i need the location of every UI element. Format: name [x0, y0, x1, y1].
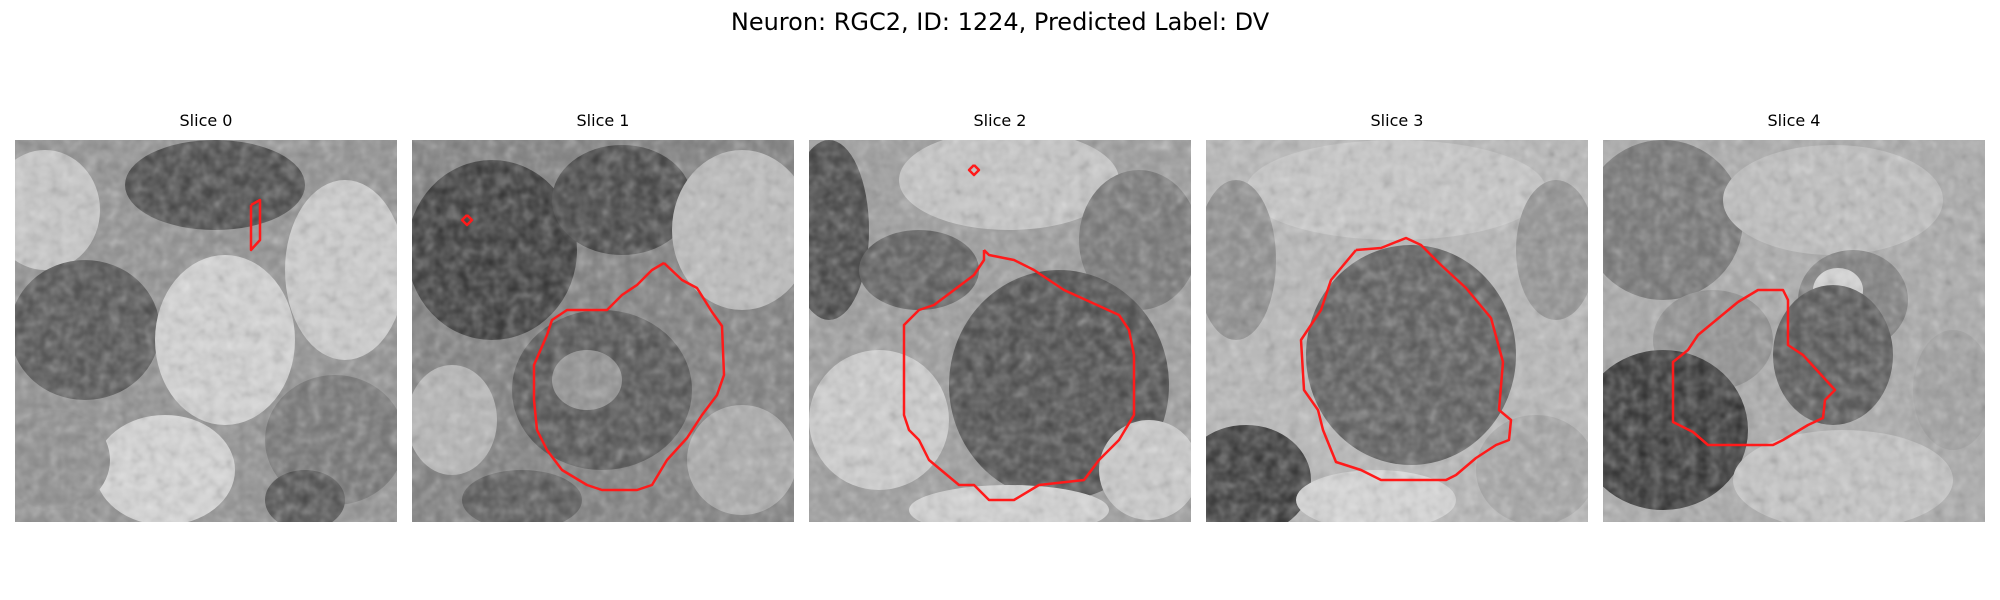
cell-contour	[1299, 236, 1513, 482]
slice-image-svg	[809, 140, 1191, 522]
cell-contour	[249, 198, 262, 252]
slice-title: Slice 1	[576, 111, 630, 130]
slice-image-svg	[412, 140, 794, 522]
cell-contour	[902, 249, 1136, 502]
slice-title: Slice 4	[1767, 111, 1821, 130]
microscopy-slice-image	[412, 140, 794, 522]
slice-image-svg	[1603, 140, 1985, 522]
slice-panel-3: Slice 3	[1206, 110, 1588, 522]
slice-panel-4: Slice 4	[1603, 110, 1985, 522]
cell-contour	[967, 164, 981, 177]
microscopy-slice-image	[1603, 140, 1985, 522]
cell-contour	[1671, 288, 1837, 447]
cell-contour	[460, 214, 474, 227]
cell-contour	[532, 261, 726, 492]
slice-title: Slice 3	[1370, 111, 1424, 130]
slice-title: Slice 0	[179, 111, 233, 130]
slice-image-svg	[15, 140, 397, 522]
figure-title: Neuron: RGC2, ID: 1224, Predicted Label:…	[730, 8, 1270, 36]
microscopy-slice-image	[809, 140, 1191, 522]
microscopy-slice-image	[15, 140, 397, 522]
slice-panel-1: Slice 1	[412, 110, 794, 522]
slice-title: Slice 2	[973, 111, 1027, 130]
slice-image-svg	[1206, 140, 1588, 522]
slice-panel-2: Slice 2	[809, 110, 1191, 522]
microscopy-slice-image	[1206, 140, 1588, 522]
slice-panel-0: Slice 0	[15, 110, 397, 522]
